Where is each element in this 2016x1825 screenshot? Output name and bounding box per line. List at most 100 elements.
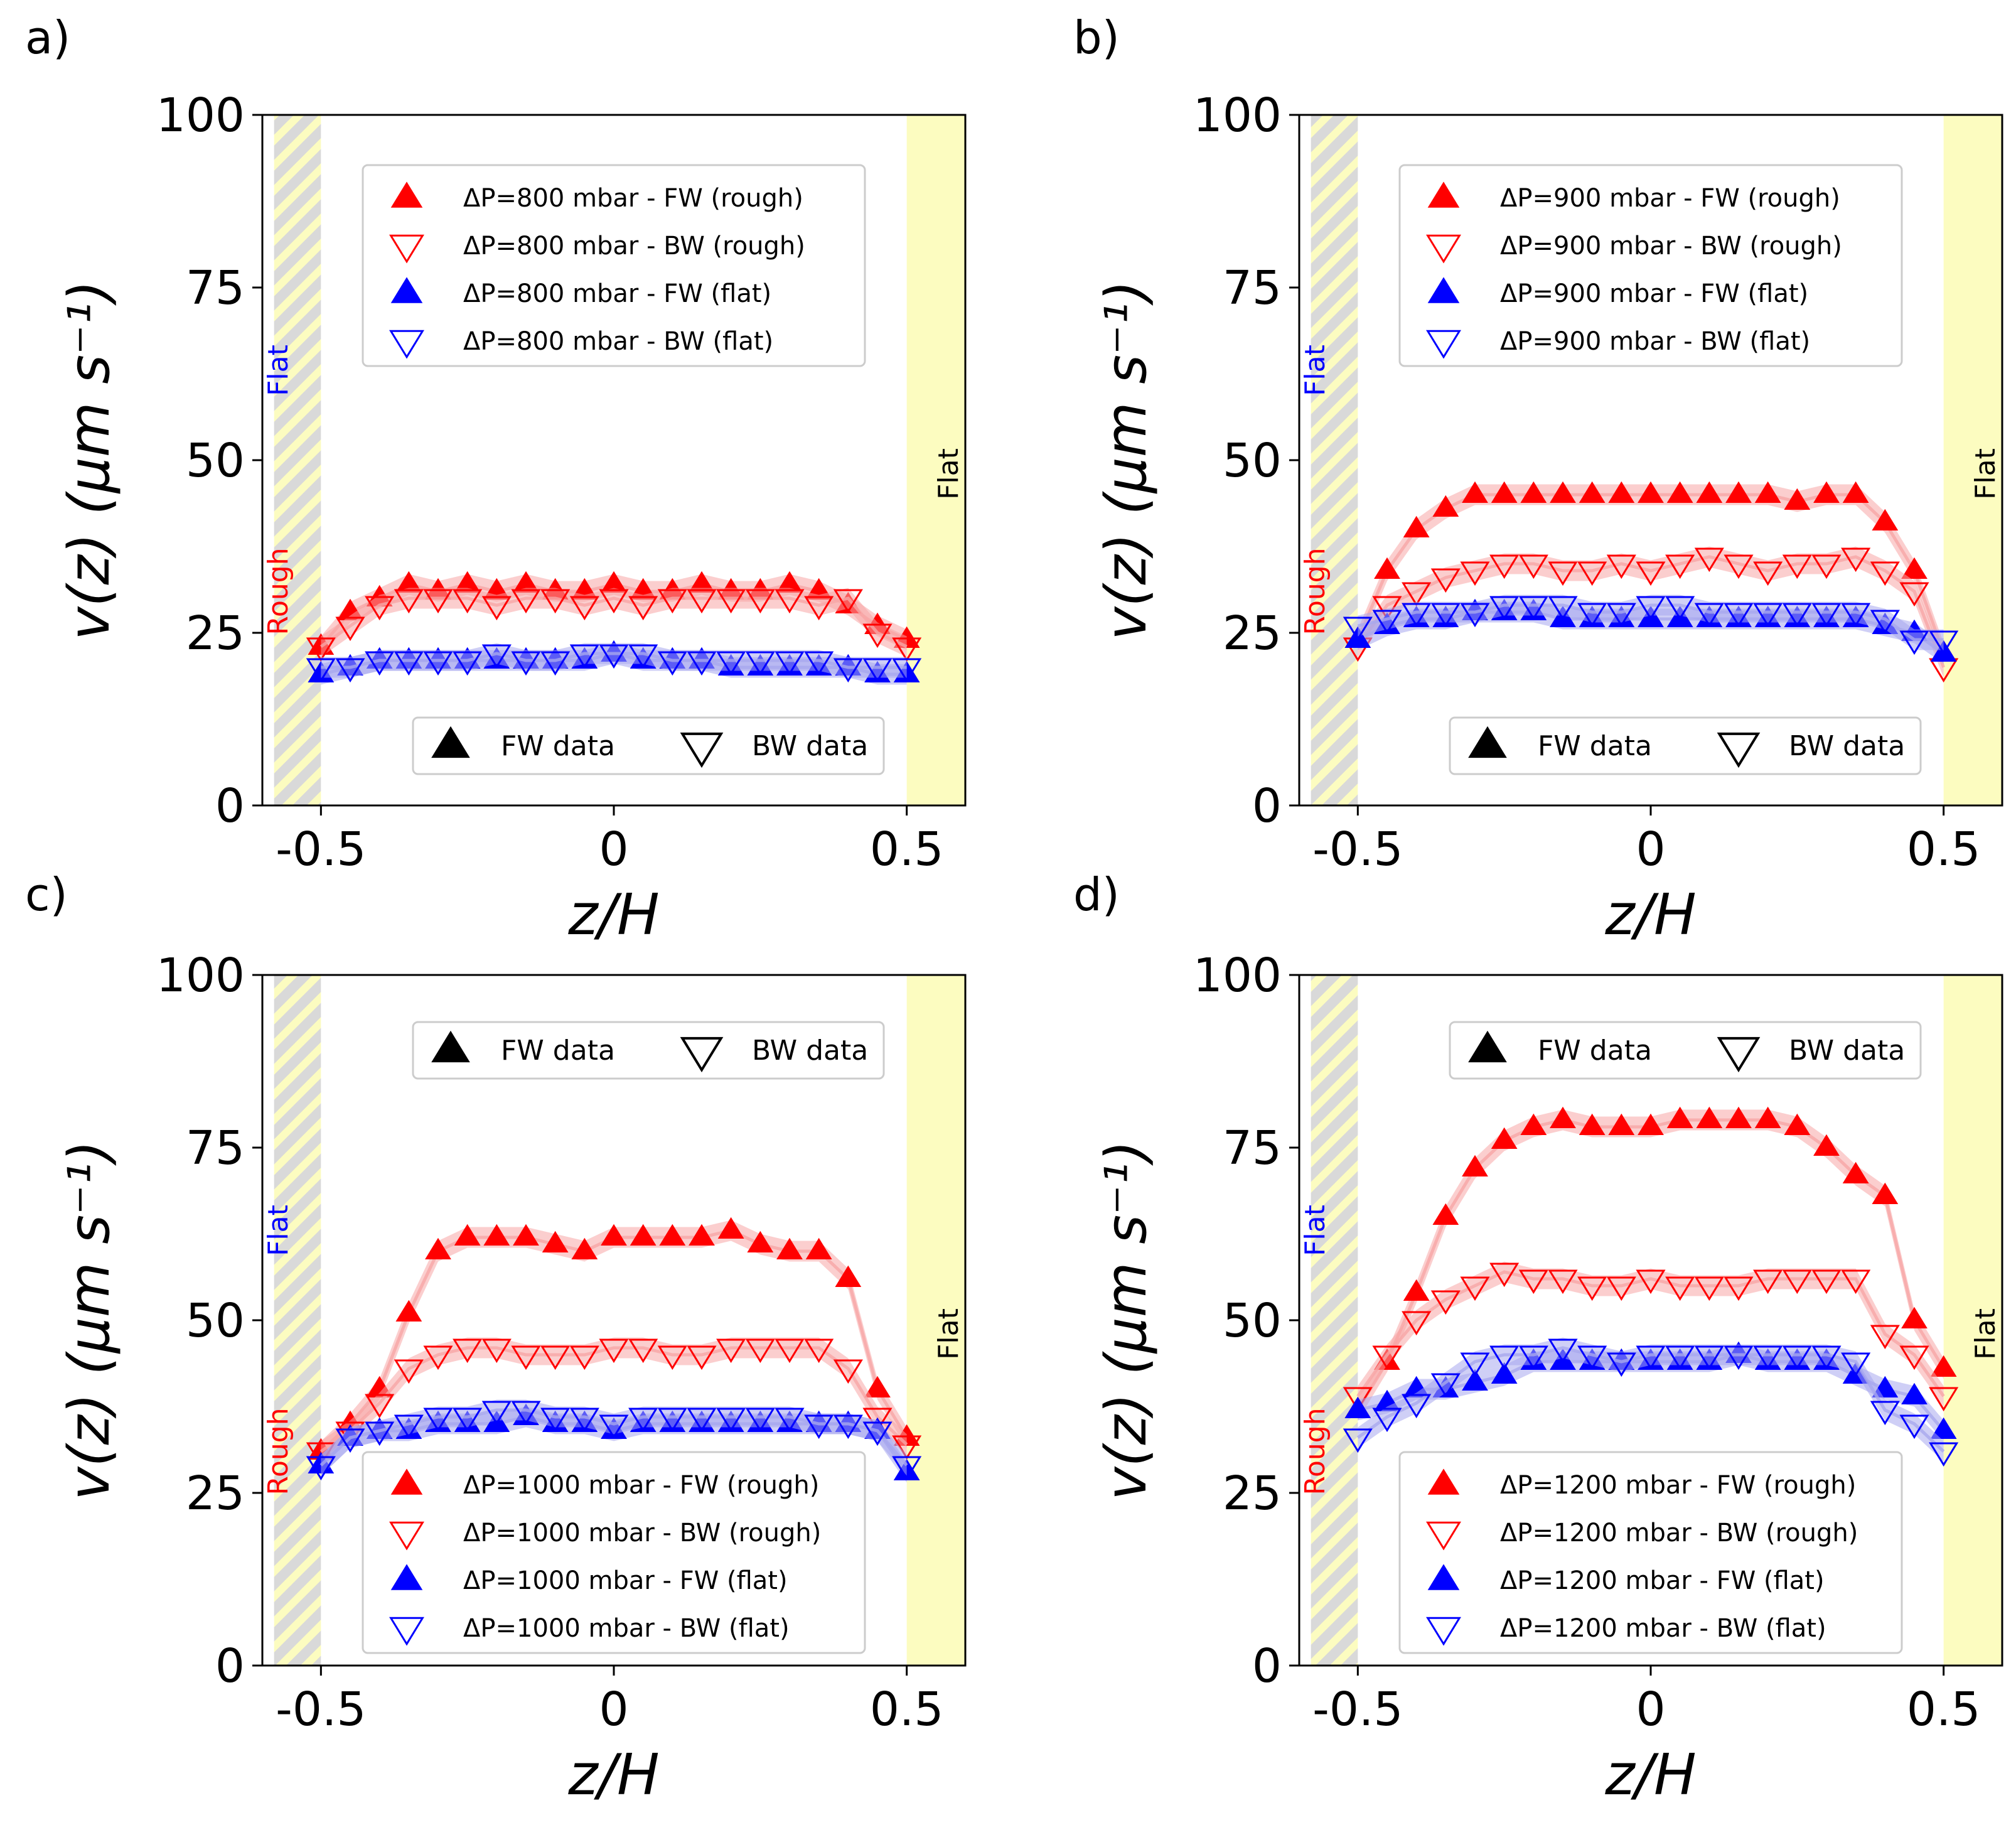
y-tick-label: 25 <box>1223 606 1282 660</box>
legend-entry-bw: BW data <box>752 730 868 762</box>
x-tick-label: 0.5 <box>1907 1682 1981 1736</box>
x-tick-label: 0.5 <box>1907 822 1981 876</box>
panel-label: a) <box>25 11 70 64</box>
x-axis-label: z/H <box>567 882 659 948</box>
y-tick-label: 0 <box>1252 779 1282 833</box>
y-tick-label: 0 <box>215 1639 245 1693</box>
data-point <box>1403 1279 1430 1301</box>
x-axis-label: z/H <box>1604 882 1696 948</box>
legend-entry-fw: FW data <box>501 1035 615 1067</box>
series-legend: ΔP=900 mbar - FW (rough) ΔP=900 mbar - BW… <box>1400 165 1902 366</box>
y-tick-label: 75 <box>1223 1121 1282 1175</box>
x-tick-label: 0 <box>599 822 628 876</box>
y-tick-label: 100 <box>156 949 245 1003</box>
legend-entry: ΔP=800 mbar - BW (rough) <box>463 232 805 261</box>
legend-entry: ΔP=900 mbar - BW (rough) <box>1500 232 1842 261</box>
legend-entry-fw: FW data <box>501 730 615 762</box>
legend-entry: ΔP=1200 mbar - FW (flat) <box>1500 1566 1825 1595</box>
x-tick-label: 0 <box>599 1682 628 1736</box>
x-tick-label: -0.5 <box>276 1682 366 1736</box>
y-tick-label: 100 <box>1193 949 1282 1003</box>
legend-entry: ΔP=800 mbar - FW (flat) <box>463 279 771 308</box>
y-tick-label: 50 <box>186 1294 245 1348</box>
wall-label-rough-left: Rough <box>262 1408 294 1495</box>
x-tick-label: 0 <box>1636 822 1665 876</box>
rough-wall-region <box>274 975 321 1666</box>
legend-entry: ΔP=1200 mbar - BW (rough) <box>1500 1519 1858 1548</box>
series-1 <box>308 1338 920 1465</box>
panel-d: d) Flat Rough Flat 0 25 50 75 100 -0.5 0 0.5 z/H v(z)… <box>1073 868 2002 1808</box>
legend-entry: ΔP=900 mbar - BW (flat) <box>1500 327 1810 356</box>
wall-label-flat-right: Flat <box>1970 448 2002 500</box>
wall-label-rough-left: Rough <box>262 547 294 635</box>
wall-label-flat-right: Flat <box>933 448 965 500</box>
y-tick-label: 75 <box>186 1121 245 1175</box>
rough-wall-region <box>1311 115 1358 805</box>
marker-legend: FW data BW data <box>413 718 884 774</box>
x-tick-label: -0.5 <box>1312 822 1403 876</box>
x-tick-label: -0.5 <box>276 822 366 876</box>
legend-entry: ΔP=900 mbar - FW (flat) <box>1500 279 1808 308</box>
x-tick-label: 0 <box>1636 1682 1665 1736</box>
legend-entry: ΔP=800 mbar - BW (flat) <box>463 327 773 356</box>
data-point <box>1901 1307 1928 1328</box>
marker-legend: FW data BW data <box>1450 1022 1921 1079</box>
legend-entry: ΔP=1000 mbar - FW (flat) <box>463 1566 788 1595</box>
series-legend: ΔP=1200 mbar - FW (rough) ΔP=1200 mbar - … <box>1400 1452 1902 1653</box>
legend-entry: ΔP=900 mbar - FW (rough) <box>1500 184 1840 213</box>
panel-label: c) <box>25 868 68 921</box>
y-tick-label: 50 <box>1223 1294 1282 1348</box>
x-axis-label: z/H <box>567 1742 659 1808</box>
legend-entry-fw: FW data <box>1538 1035 1652 1067</box>
y-tick-label: 50 <box>186 434 245 488</box>
y-tick-label: 0 <box>215 779 245 833</box>
wall-label-flat-left: Flat <box>262 345 294 396</box>
legend-entry-bw: BW data <box>1789 1035 1905 1067</box>
rough-wall-region <box>274 115 321 805</box>
legend-entry-bw: BW data <box>1789 730 1905 762</box>
series-band <box>321 1338 906 1462</box>
wall-label-flat-left: Flat <box>1299 345 1331 396</box>
panel-label: d) <box>1073 868 1120 921</box>
y-tick-label: 75 <box>186 261 245 315</box>
series-legend: ΔP=1000 mbar - FW (rough) ΔP=1000 mbar - … <box>363 1452 865 1653</box>
x-axis-label: z/H <box>1604 1742 1696 1808</box>
x-tick-label: 0.5 <box>870 1682 944 1736</box>
y-axis-label: v(z) (μm s⁻¹) <box>1093 280 1159 640</box>
marker-legend: FW data BW data <box>1450 718 1921 774</box>
x-tick-label: -0.5 <box>1312 1682 1403 1736</box>
legend-entry-bw: BW data <box>752 1035 868 1067</box>
y-tick-label: 50 <box>1223 434 1282 488</box>
wall-label-flat-right: Flat <box>1970 1308 2002 1360</box>
y-axis-label: v(z) (μm s⁻¹) <box>56 1140 122 1500</box>
wall-label-flat-left: Flat <box>262 1205 294 1256</box>
marker-legend: FW data BW data <box>413 1022 884 1079</box>
legend-entry: ΔP=800 mbar - FW (rough) <box>463 184 803 213</box>
legend-entry: ΔP=1000 mbar - BW (flat) <box>463 1614 790 1643</box>
wall-label-rough-left: Rough <box>1299 1408 1331 1495</box>
series-legend: ΔP=800 mbar - FW (rough) ΔP=800 mbar - BW… <box>363 165 865 366</box>
rough-wall-region <box>1311 975 1358 1666</box>
y-tick-label: 0 <box>1252 1639 1282 1693</box>
panel-b: b) Flat Rough Flat 0 25 50 75 100 -0.5 0 0.5 z/H v(z)… <box>1073 11 2002 948</box>
wall-label-flat-right: Flat <box>933 1308 965 1360</box>
wall-label-rough-left: Rough <box>1299 547 1331 635</box>
y-tick-label: 25 <box>1223 1467 1282 1521</box>
y-tick-label: 75 <box>1223 261 1282 315</box>
wall-label-flat-left: Flat <box>1299 1205 1331 1256</box>
legend-entry: ΔP=1000 mbar - FW (rough) <box>463 1471 819 1500</box>
y-tick-label: 100 <box>1193 89 1282 143</box>
legend-entry: ΔP=1200 mbar - FW (rough) <box>1500 1471 1856 1500</box>
figure: a) Flat Rough Flat 0 25 50 75 100 -0.5 0 0.5 z/H v(z)… <box>0 0 2016 1825</box>
series-3 <box>1344 1338 1956 1465</box>
panel-label: b) <box>1073 11 1120 64</box>
panel-a: a)FlatRoughFlat0255075100-0.5 0 0.5z/Hv(z)… <box>25 11 965 948</box>
x-tick-label: 0.5 <box>870 822 944 876</box>
y-tick-label: 25 <box>186 606 245 660</box>
panel-c: c) Flat Rough Flat 0 25 50 75 100 -0.5 0 0.5 z/H v(z)… <box>25 868 965 1808</box>
legend-entry: ΔP=1200 mbar - BW (flat) <box>1500 1614 1826 1643</box>
y-axis-label: v(z) (μm s⁻¹) <box>1093 1140 1159 1500</box>
y-tick-label: 25 <box>186 1467 245 1521</box>
legend-entry: ΔP=1000 mbar - BW (rough) <box>463 1519 821 1548</box>
legend-entry-fw: FW data <box>1538 730 1652 762</box>
